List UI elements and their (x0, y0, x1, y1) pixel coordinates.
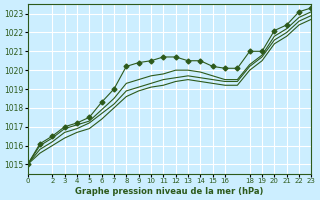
X-axis label: Graphe pression niveau de la mer (hPa): Graphe pression niveau de la mer (hPa) (75, 187, 264, 196)
